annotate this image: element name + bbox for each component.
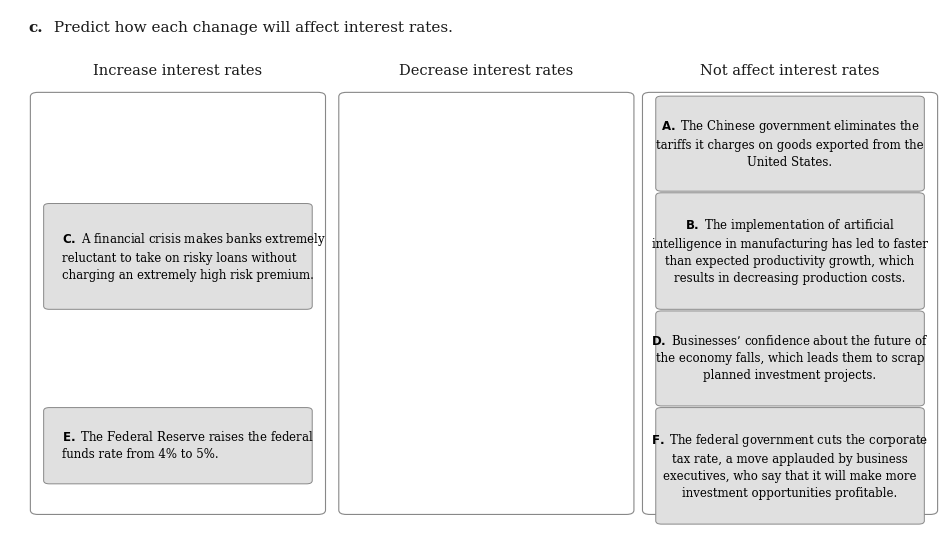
Text: Decrease interest rates: Decrease interest rates	[400, 64, 573, 78]
Text: Increase interest rates: Increase interest rates	[93, 64, 263, 78]
Text: c.: c.	[28, 21, 43, 35]
FancyBboxPatch shape	[656, 311, 924, 406]
FancyBboxPatch shape	[30, 92, 326, 514]
FancyBboxPatch shape	[656, 408, 924, 524]
FancyBboxPatch shape	[44, 204, 312, 309]
FancyBboxPatch shape	[44, 408, 312, 484]
Text: $\mathbf{D.}$ Businesses’ confidence about the future of
the economy falls, whic: $\mathbf{D.}$ Businesses’ confidence abo…	[652, 335, 928, 382]
FancyBboxPatch shape	[656, 96, 924, 191]
FancyBboxPatch shape	[339, 92, 634, 514]
Text: $\mathbf{A.}$ The Chinese government eliminates the
tariffs it charges on goods : $\mathbf{A.}$ The Chinese government eli…	[656, 118, 924, 169]
Text: $\mathbf{F.}$ The federal government cuts the corporate
tax rate, a move applaud: $\mathbf{F.}$ The federal government cut…	[651, 432, 929, 500]
Text: Predict how each chanage will affect interest rates.: Predict how each chanage will affect int…	[49, 21, 454, 35]
Text: $\mathbf{E.}$ The Federal Reserve raises the federal
funds rate from 4% to 5%.: $\mathbf{E.}$ The Federal Reserve raises…	[62, 430, 313, 461]
Text: Not affect interest rates: Not affect interest rates	[700, 64, 880, 78]
Text: $\mathbf{B.}$ The implementation of artificial
intelligence in manufacturing has: $\mathbf{B.}$ The implementation of arti…	[652, 217, 928, 285]
Text: $\mathbf{C.}$ A financial crisis makes banks extremely
reluctant to take on risk: $\mathbf{C.}$ A financial crisis makes b…	[62, 231, 326, 282]
FancyBboxPatch shape	[656, 193, 924, 309]
FancyBboxPatch shape	[642, 92, 938, 514]
